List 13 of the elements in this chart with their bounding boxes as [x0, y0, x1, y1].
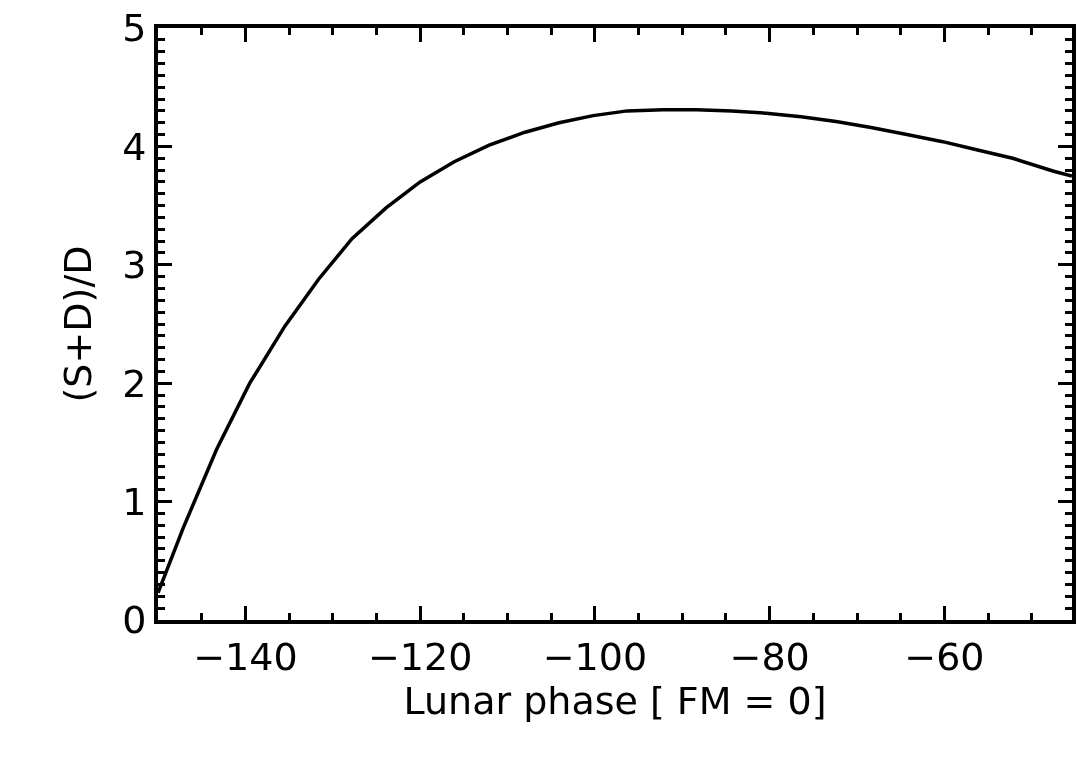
y-tick-label: 5: [122, 6, 147, 51]
x-tick-label: −60: [904, 634, 985, 679]
x-tick-label: −120: [367, 634, 473, 679]
y-axis-title: (S+D)/D: [55, 245, 100, 403]
x-tick-label: −140: [193, 634, 298, 679]
y-tick-label: 0: [122, 598, 147, 643]
x-axis-title: Lunar phase [ FM = 0]: [403, 678, 827, 723]
y-tick-label: 2: [122, 361, 147, 406]
y-tick-label: 4: [122, 124, 147, 169]
x-tick-label: −100: [542, 634, 648, 679]
x-tick-label: −80: [729, 634, 810, 679]
y-tick-label: 1: [122, 479, 147, 524]
y-tick-label: 3: [122, 243, 147, 288]
